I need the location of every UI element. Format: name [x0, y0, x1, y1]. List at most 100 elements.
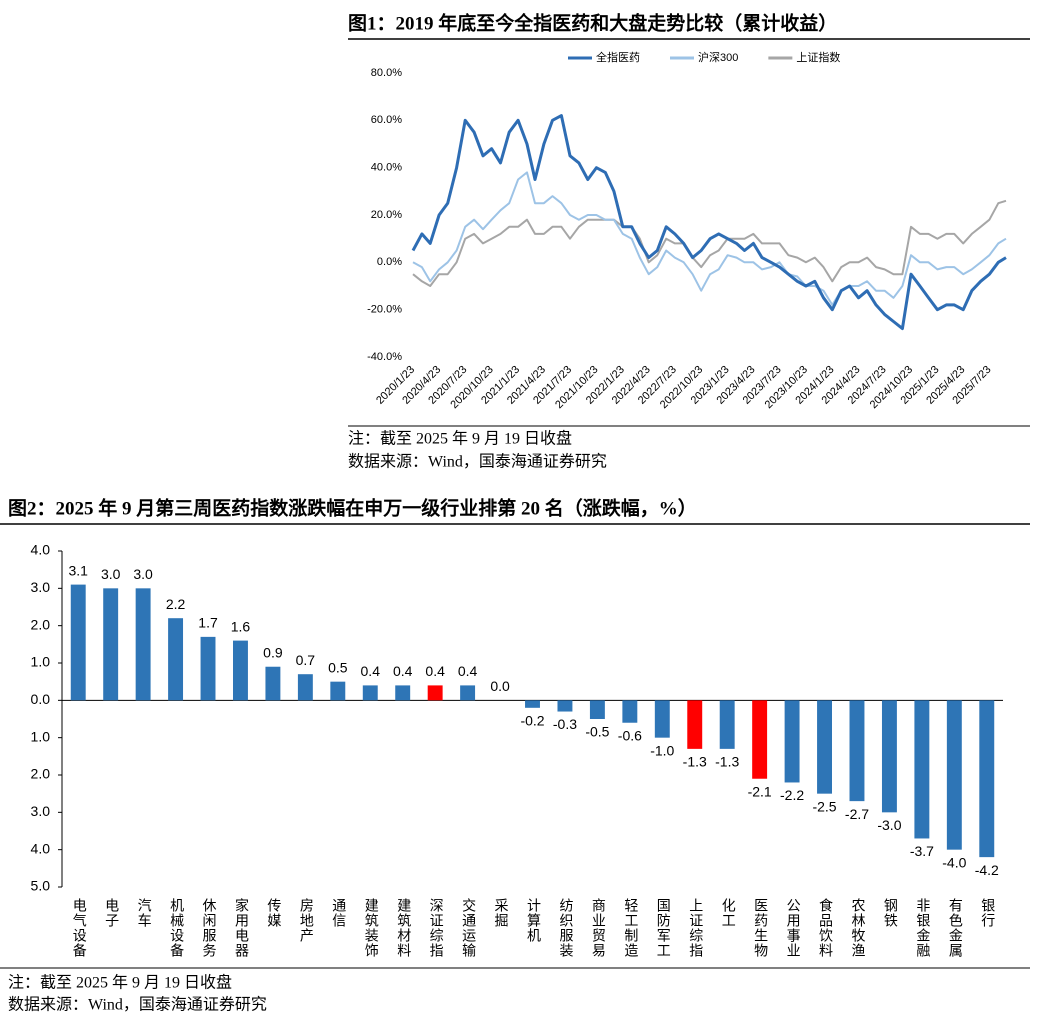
value-label: 0.5 [328, 659, 348, 675]
x-tick-label: 农林牧渔 [849, 898, 865, 958]
value-label: 2.2 [166, 596, 186, 612]
series-line [412, 199, 1007, 287]
bar [135, 588, 151, 701]
bar [330, 681, 346, 701]
bar [233, 640, 248, 701]
y-tick-label: 1.0 [31, 728, 51, 744]
value-label: 0.4 [425, 663, 445, 679]
y-tick-label: 2.0 [31, 616, 51, 632]
value-label: 0.4 [361, 663, 381, 679]
bar [849, 700, 865, 802]
value-label: -0.2 [520, 713, 544, 729]
value-label: -0.3 [553, 716, 577, 732]
value-label: -1.3 [715, 754, 739, 770]
x-tick-label: 非银金融 [914, 898, 930, 958]
x-tick-label: 建筑材料 [395, 898, 411, 958]
bar [589, 700, 605, 719]
value-label: -2.5 [812, 798, 836, 814]
value-label: 1.6 [231, 618, 251, 634]
value-label: 3.0 [133, 566, 153, 582]
value-label: 1.7 [198, 615, 218, 631]
value-label: -1.0 [650, 742, 674, 758]
x-tick-label: 电子 [103, 898, 119, 928]
y-tick-label: 3.0 [31, 579, 51, 595]
x-tick-label: 银行 [979, 898, 995, 928]
bar [297, 674, 313, 701]
y-tick-label: 1.0 [31, 654, 51, 670]
y-tick-label: 2.0 [31, 766, 51, 782]
x-tick-label: 食品饮料 [817, 897, 833, 958]
value-label: -2.2 [780, 787, 804, 803]
bar [654, 700, 670, 738]
bar [168, 618, 184, 701]
y-tick-label: 0.0% [377, 256, 402, 268]
x-tick-label: 房地产 [298, 898, 314, 943]
y-tick-label: 4.0 [31, 542, 51, 558]
source: 数据来源：Wind，国泰海通证券研究 [8, 996, 267, 1014]
series-line [412, 171, 1007, 306]
value-label: 3.0 [101, 566, 121, 582]
x-tick-label: 国防军工 [655, 898, 671, 958]
x-tick-label: 建筑装饰 [363, 898, 379, 958]
x-tick-label: 电气设备 [71, 898, 87, 958]
bar [200, 636, 216, 701]
bar [752, 700, 768, 779]
x-tick-label: 化工 [720, 898, 736, 928]
x-tick-label: 深证综指 [428, 898, 444, 958]
bar [557, 700, 573, 712]
x-tick-label: 商业贸易 [590, 898, 606, 958]
legend-label: 沪深300 [698, 50, 738, 64]
bar [265, 666, 281, 701]
x-tick-label: 休闲服务 [201, 898, 217, 958]
bar [914, 700, 930, 839]
x-tick-label: 公用事业 [785, 898, 801, 958]
bar [719, 700, 735, 749]
y-tick-label: 0.0 [31, 691, 51, 707]
y-tick-label: -40.0% [367, 351, 402, 363]
x-tick-label: 有色金属 [947, 898, 963, 958]
y-tick-label: 40.0% [371, 162, 402, 174]
y-tick-label: 20.0% [371, 209, 402, 221]
bar [70, 584, 86, 701]
bar [525, 700, 540, 708]
x-tick-label: 采掘 [493, 898, 509, 928]
x-tick-label: 机械设备 [168, 898, 184, 958]
figure-title: 图2：2025 年 9 月第三周医药指数涨跌幅在申万一级行业排第 20 名（涨跌… [8, 496, 697, 519]
value-label: -3.0 [877, 817, 901, 833]
x-tick-label: 纺织服装 [557, 898, 573, 958]
y-tick-label: 5.0 [31, 878, 51, 894]
y-tick-label: 60.0% [371, 114, 402, 126]
value-label: 0.9 [263, 644, 283, 660]
bar [881, 700, 897, 813]
bar [395, 685, 411, 701]
value-label: -4.0 [942, 854, 966, 870]
value-label: -3.7 [910, 843, 934, 859]
value-label: -0.6 [618, 727, 642, 743]
bar [460, 685, 476, 701]
bar [427, 685, 443, 701]
value-label: -1.3 [683, 754, 707, 770]
bar [946, 700, 962, 850]
value-label: 3.1 [68, 562, 88, 578]
bar [362, 685, 378, 701]
bar [687, 700, 703, 749]
value-label: -0.5 [585, 724, 609, 740]
y-tick-label: 3.0 [31, 803, 51, 819]
x-tick-label: 传媒 [265, 898, 281, 928]
value-label: 0.0 [490, 678, 510, 694]
value-label: 0.4 [458, 663, 478, 679]
note: 注：截至 2025 年 9 月 19 日收盘 [348, 429, 572, 448]
y-tick-label: 80.0% [371, 67, 402, 79]
x-tick-label: 钢铁 [882, 898, 898, 928]
value-label: 0.4 [393, 663, 413, 679]
x-tick-label: 计算机 [525, 898, 541, 943]
bar [784, 700, 800, 783]
x-tick-label: 通信 [330, 898, 346, 928]
value-label: -4.2 [975, 862, 999, 878]
value-label: 0.7 [296, 652, 316, 668]
x-tick-label: 轻工制造 [622, 898, 638, 958]
x-tick-label: 汽车 [136, 898, 152, 928]
series-line [411, 114, 1007, 331]
figure-title: 图1：2019 年底至今全指医药和大盘走势比较（累计收益） [348, 11, 837, 34]
